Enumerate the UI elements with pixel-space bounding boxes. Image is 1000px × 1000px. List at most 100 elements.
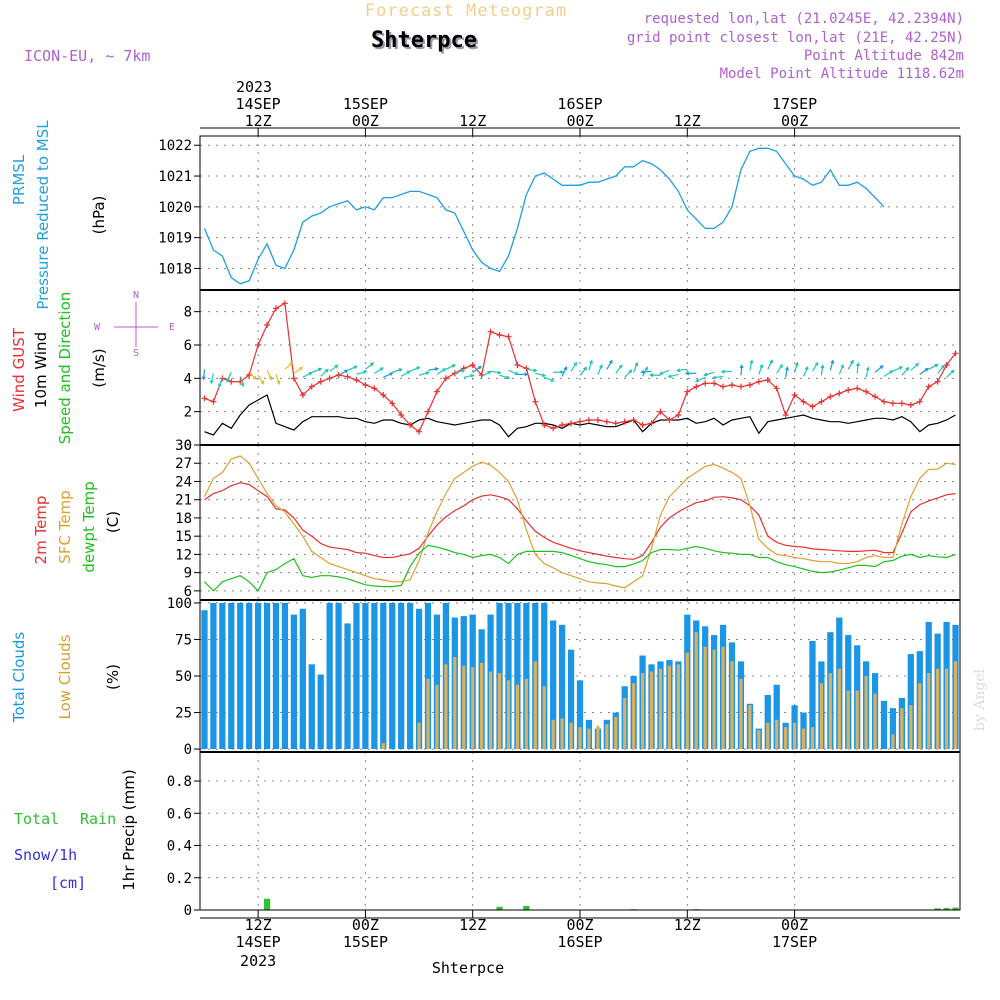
low-cloud-bar xyxy=(757,730,761,750)
wind-arrow xyxy=(499,374,510,379)
wind-arrow xyxy=(418,371,429,376)
wind-arrow-head xyxy=(720,369,725,374)
wind-arrow xyxy=(302,372,312,378)
bottom-hour-label: 00Z xyxy=(352,916,379,934)
wind-arrow xyxy=(392,368,402,373)
wind-arrow-head xyxy=(769,359,773,364)
wind-arrow-head xyxy=(524,372,529,377)
wind-arrow xyxy=(383,372,393,378)
panel-background xyxy=(200,136,960,290)
wind-arrow-head xyxy=(334,364,339,369)
wind-arrow-head xyxy=(442,368,447,372)
gust-marker xyxy=(380,392,387,398)
y-tick-label: 0.8 xyxy=(167,774,192,790)
wind-arrow-head xyxy=(563,366,568,371)
wind-arrow-head xyxy=(353,365,358,370)
wind-arrow xyxy=(320,368,329,377)
gust-marker xyxy=(371,385,378,392)
gust-marker xyxy=(729,382,735,388)
wind-10m-line xyxy=(204,394,956,438)
low-cloud-bar xyxy=(569,722,573,750)
total-cloud-bar xyxy=(398,602,405,750)
wind-arrow-head xyxy=(856,362,860,367)
y-tick-label: 30 xyxy=(175,438,192,454)
gust-marker xyxy=(433,388,440,395)
y-tick-label: 27 xyxy=(175,456,192,472)
gust-marker xyxy=(720,383,727,390)
wind-arrow-head xyxy=(461,368,466,373)
y-tick-label: 2 xyxy=(184,405,192,421)
wind-arrow-head xyxy=(209,380,214,385)
wind-arrow xyxy=(633,362,638,373)
prmsl-label: PRMSL xyxy=(10,154,28,205)
wind-arrow-head xyxy=(425,371,430,375)
wind-arrow xyxy=(210,373,214,384)
gust-marker xyxy=(827,393,834,400)
gust-marker xyxy=(514,362,521,368)
wind-arrow-head xyxy=(804,366,809,371)
wind-arrow-head xyxy=(865,366,870,371)
gust-marker xyxy=(550,425,557,432)
wind-arrow-head xyxy=(533,368,538,373)
wind-arrow xyxy=(445,364,456,370)
total-cloud-bar xyxy=(809,640,816,750)
wind-arrow-head xyxy=(218,383,222,388)
low-cloud-bar xyxy=(721,646,725,750)
gust-marker xyxy=(505,333,512,340)
gust-marker xyxy=(389,400,396,407)
low-cloud-bar xyxy=(694,632,698,750)
wind-arrow-head xyxy=(814,361,819,366)
gust-marker xyxy=(666,417,673,423)
gust-marker xyxy=(711,380,718,387)
bottom-hour-label: 12Z xyxy=(459,916,486,934)
gust-marker xyxy=(398,412,405,418)
snow-unit-label: [cm] xyxy=(50,874,86,892)
total-cloud-bar xyxy=(353,602,360,750)
wind-arrow xyxy=(767,360,773,370)
gust-marker xyxy=(407,422,414,428)
low-cloud-bar xyxy=(766,722,770,750)
gust-marker xyxy=(648,420,655,427)
wind-arrow xyxy=(946,369,955,378)
wind-arrow xyxy=(203,369,206,380)
wind-arrow-head xyxy=(487,371,492,375)
gust-marker xyxy=(559,422,566,428)
top-hour-label: 12Z xyxy=(459,112,486,130)
wind-arrow-head xyxy=(497,370,502,375)
wind-arrow-head xyxy=(703,372,708,377)
low-cloud-bar xyxy=(909,705,913,750)
wind-arrow xyxy=(356,371,367,375)
wind-arrow-head xyxy=(470,373,475,378)
total-cloud-bar xyxy=(326,602,333,750)
low-cloud-bar xyxy=(846,690,850,750)
gust-marker xyxy=(344,373,351,380)
dewpt-label: dewpt Temp xyxy=(80,481,98,572)
wind-arrow xyxy=(606,360,613,370)
gust-marker xyxy=(469,362,476,368)
wind-arrow xyxy=(570,362,577,372)
wind-arrow-head xyxy=(676,368,681,373)
wind-arrow xyxy=(713,375,724,379)
total-cloud-bar xyxy=(907,654,914,750)
total-cloud-bar xyxy=(281,602,289,750)
rain-label: Rain xyxy=(80,810,116,828)
wind-10m-label: 10m Wind xyxy=(32,332,50,408)
y-tick-label: 0.4 xyxy=(167,839,192,855)
wind-arrow-head xyxy=(749,359,754,364)
wind-arrow-head xyxy=(550,378,555,382)
wind-arrow-head xyxy=(299,366,304,371)
low-cloud-bar xyxy=(658,668,663,750)
y-tick-label: 75 xyxy=(175,632,192,648)
bottom-hour-label: 00Z xyxy=(781,916,808,934)
bottom-hour-label: 00Z xyxy=(566,916,593,934)
wind-arrow-head xyxy=(260,380,265,385)
total-cloud-bar xyxy=(406,602,414,750)
y-tick-label: 100 xyxy=(167,596,192,612)
wind-arrow xyxy=(892,366,903,372)
low-cloud-bar xyxy=(810,727,815,750)
gust-marker xyxy=(425,408,431,415)
low-cloud-bar xyxy=(462,665,466,750)
top-hour-label: 00Z xyxy=(566,112,593,130)
station-shadow: Shterpce xyxy=(373,30,479,55)
